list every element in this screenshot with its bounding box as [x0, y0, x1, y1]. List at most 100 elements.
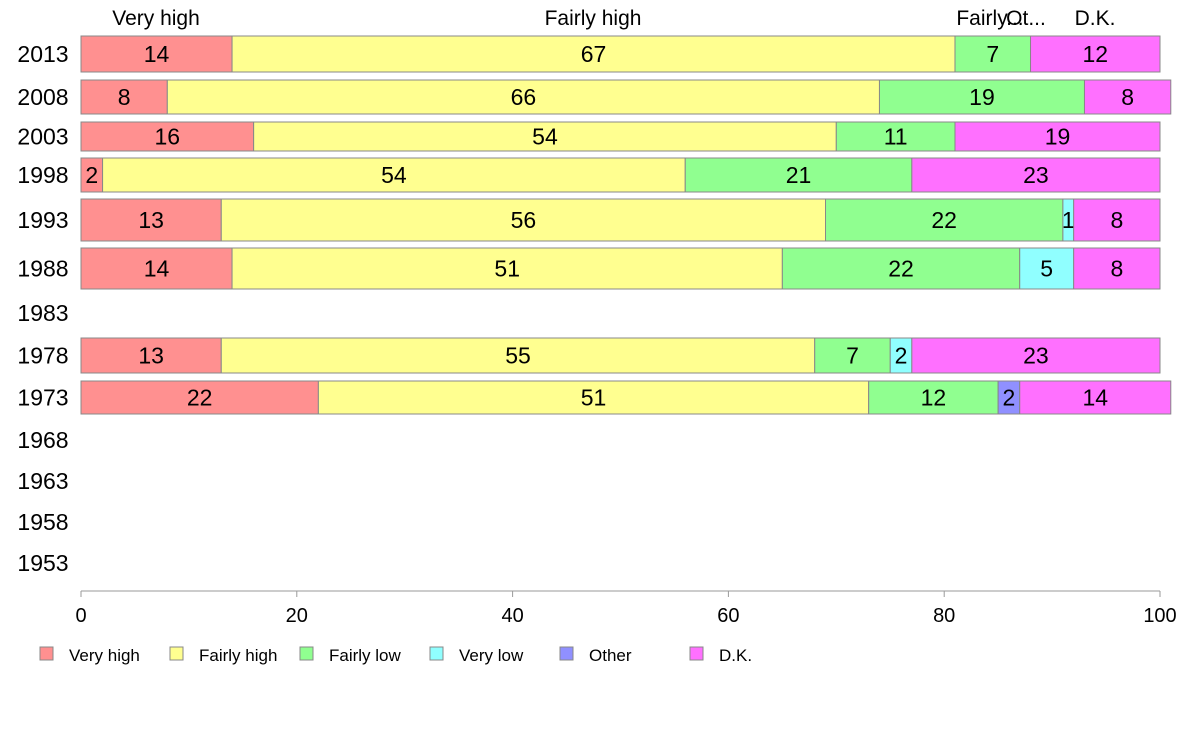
bar-segment [868, 380, 999, 415]
column-header-label: D.K. [1075, 7, 1116, 30]
bar-segment [231, 35, 956, 73]
year-label: 1953 [17, 550, 68, 576]
bar-value-label: 66 [511, 84, 537, 110]
legend-label: D.K. [719, 646, 752, 665]
legend-swatch [169, 646, 184, 661]
year-label: 1963 [17, 468, 68, 494]
column-header-labels: Very high Fairly high Fairly...Ot... D.K. [112, 7, 1115, 30]
bar-value-label: 19 [969, 84, 995, 110]
bar-segment [80, 337, 222, 374]
year-label: 1968 [17, 427, 68, 453]
year-label: 1973 [17, 385, 68, 411]
x-tick-label: 60 [717, 605, 739, 627]
bar-segment [1030, 35, 1161, 73]
bar-value-label: 2 [1003, 385, 1016, 411]
bar-value-label: 8 [1121, 84, 1134, 110]
year-axis-labels: 2013 2008 2003 1998 1993 1988 1983 1978 1973 1968… [17, 41, 68, 576]
bar-segment [1073, 247, 1161, 290]
x-tick-label: 100 [1143, 605, 1176, 627]
bar-value-label: 56 [511, 207, 537, 233]
bar-value-label: 7 [986, 41, 999, 67]
bar-segment [231, 247, 783, 290]
bar-segment [1073, 198, 1161, 242]
year-label: 2013 [17, 41, 68, 67]
column-header-label: Fairly high [545, 7, 642, 30]
bar-segment [80, 121, 255, 152]
bar-value-label: 13 [138, 207, 164, 233]
column-header-label: Fairly... [956, 7, 1023, 30]
bar-value-label: 12 [921, 385, 947, 411]
bar-segment [80, 198, 222, 242]
legend-swatch [429, 646, 444, 661]
bar-segment [80, 247, 233, 290]
bar-value-label: 16 [155, 124, 181, 150]
bar-value-label: 23 [1023, 162, 1049, 188]
bar-value-label: 8 [1110, 207, 1123, 233]
bar-segment [911, 157, 1161, 193]
bar-segment [825, 198, 1064, 242]
legend-label: Very high [69, 646, 140, 665]
x-axis: 0 20 40 60 80 100 [75, 590, 1177, 627]
legend-label: Fairly high [199, 646, 277, 665]
bar-value-label: 14 [1082, 385, 1108, 411]
bar-value-label: 21 [786, 162, 812, 188]
year-label: 1978 [17, 343, 68, 369]
bar-value-label: 14 [144, 256, 170, 282]
year-label: 1998 [17, 162, 68, 188]
year-label: 1983 [17, 300, 68, 326]
legend-swatch [299, 646, 314, 661]
bar-segment [684, 157, 913, 193]
bar-value-label: 22 [931, 207, 957, 233]
legend: Very high Fairly high Fairly low Very low Ot… [39, 646, 752, 665]
legend-label: Other [589, 646, 632, 665]
bar-value-label: 1 [1062, 207, 1075, 233]
bar-segment [835, 121, 956, 152]
bar-segment [166, 79, 880, 115]
x-tick-label: 0 [75, 605, 86, 627]
legend-swatch [559, 646, 574, 661]
x-tick-label: 80 [933, 605, 955, 627]
bar-value-label: 8 [118, 84, 131, 110]
bar-value-label: 5 [1040, 256, 1053, 282]
bar-value-label: 8 [1110, 256, 1123, 282]
bar-segment [220, 198, 827, 242]
bar-value-label: 23 [1023, 343, 1049, 369]
year-label: 1988 [17, 256, 68, 282]
bar-segment [954, 121, 1161, 152]
bar-value-label: 2 [85, 162, 98, 188]
bar-value-label: 22 [888, 256, 914, 282]
legend-label: Fairly low [329, 646, 402, 665]
year-label: 2008 [17, 84, 68, 110]
bar-value-label: 67 [581, 41, 607, 67]
bar-segment [1019, 380, 1172, 415]
bar-segment [1083, 79, 1172, 115]
year-label: 1993 [17, 207, 68, 233]
bar-value-label: 2 [895, 343, 908, 369]
bar-segment [220, 337, 816, 374]
legend-swatch [689, 646, 704, 661]
bar-value-label: 55 [505, 343, 531, 369]
bar-value-label: 54 [381, 162, 407, 188]
year-label: 1958 [17, 509, 68, 535]
bar-segment [253, 121, 837, 152]
bar-segment [781, 247, 1021, 290]
column-header-label: Ot... [1006, 7, 1046, 30]
bar-value-label: 19 [1045, 124, 1071, 150]
bar-value-label: 14 [144, 41, 170, 67]
bar-segment [911, 337, 1161, 374]
bar-value-label: 12 [1082, 41, 1108, 67]
x-tick-label: 40 [501, 605, 523, 627]
bar-value-label: 11 [884, 124, 908, 150]
bar-value-label: 51 [581, 385, 607, 411]
legend-swatch [39, 646, 54, 661]
x-tick-label: 20 [286, 605, 308, 627]
bar-segment [878, 79, 1085, 115]
column-header-label: Very high [112, 7, 200, 30]
year-label: 2003 [17, 124, 68, 150]
bar-value-label: 54 [532, 124, 558, 150]
bar-segment [80, 380, 319, 415]
legend-label: Very low [459, 646, 524, 665]
bar-segment [80, 79, 168, 115]
